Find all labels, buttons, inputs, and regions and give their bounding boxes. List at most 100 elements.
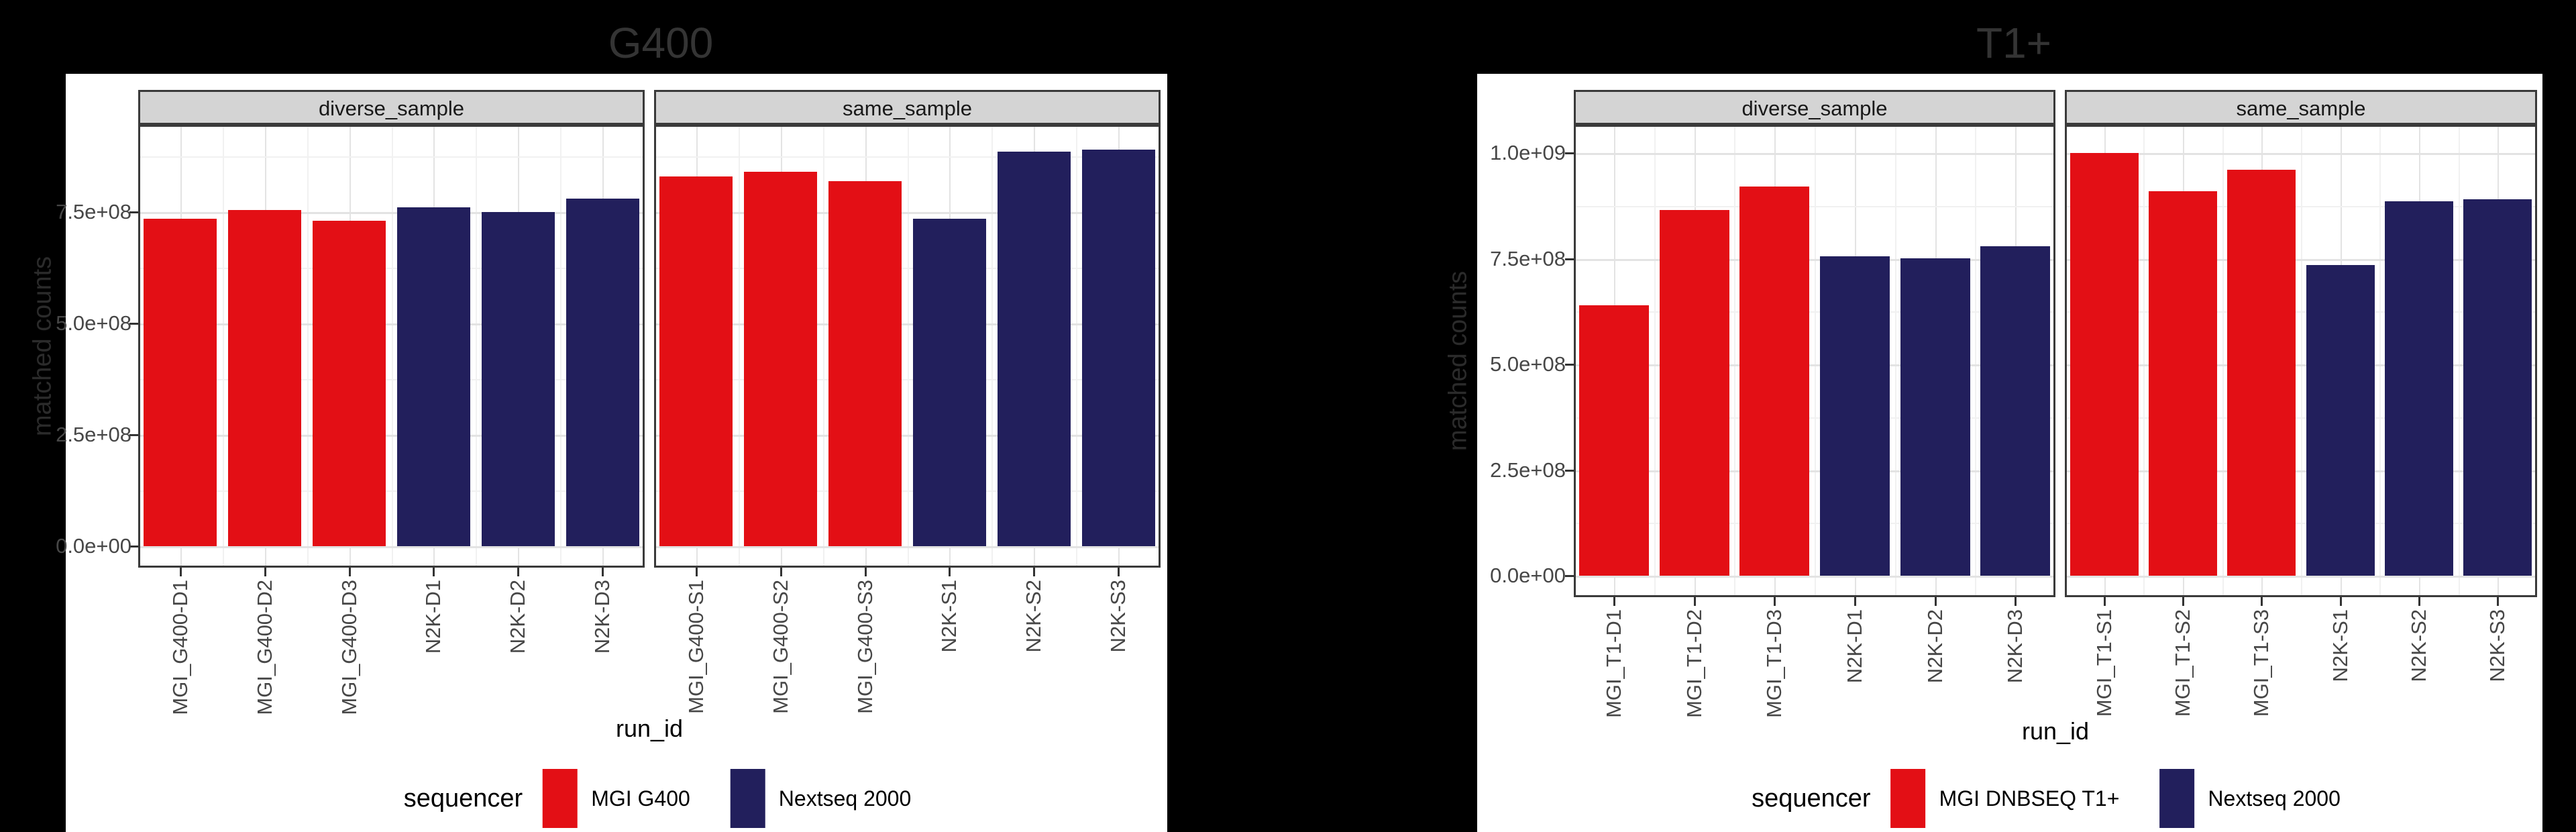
- legend-label: Nextseq 2000: [2208, 786, 2341, 811]
- gridline-vertical: [476, 125, 477, 568]
- y-tick-label: 7.5e+08: [1490, 247, 1566, 270]
- facet-strip: [2065, 90, 2537, 125]
- x-tick: [433, 568, 435, 576]
- x-tick: [1033, 568, 1035, 576]
- y-tick: [129, 211, 138, 213]
- gridline-major: [138, 435, 645, 437]
- gridline-major: [2065, 259, 2537, 261]
- gridline-minor: [654, 268, 1161, 269]
- y-tick: [1565, 152, 1574, 154]
- gridline-major: [654, 546, 1161, 548]
- gridline-major: [654, 323, 1161, 325]
- y-tick: [1565, 470, 1574, 472]
- facet-strip: [138, 90, 645, 125]
- gridline-minor: [654, 379, 1161, 380]
- x-tick: [2104, 597, 2106, 606]
- bar: [1980, 246, 2050, 576]
- gridline-vertical: [307, 125, 309, 568]
- y-axis-title: matched counts: [28, 256, 57, 437]
- y-tick-label: 7.5e+08: [56, 200, 131, 223]
- gridline-major: [2065, 364, 2537, 366]
- y-tick: [129, 545, 138, 548]
- bar: [2463, 199, 2532, 576]
- gridline-minor: [138, 490, 645, 492]
- x-tick-label: MGI_T1-D1: [1602, 609, 1625, 718]
- x-tick: [517, 568, 519, 576]
- panel-border: [138, 125, 645, 568]
- x-tick-label: N2K-D3: [2003, 609, 2027, 684]
- x-tick: [1935, 597, 1937, 606]
- gridline-minor: [138, 156, 645, 158]
- bar: [144, 219, 217, 546]
- x-tick-label: N2K-D1: [421, 580, 445, 654]
- gridline-major: [1574, 576, 2055, 578]
- panel-border: [2065, 125, 2537, 597]
- x-tick: [1694, 597, 1696, 606]
- gridline-vertical: [392, 125, 393, 568]
- y-tick: [1565, 364, 1574, 366]
- gridline-major: [138, 212, 645, 214]
- legend-label: Nextseq 2000: [778, 786, 912, 811]
- facet-panel: [654, 125, 1161, 568]
- bar: [744, 172, 817, 546]
- y-tick: [129, 434, 138, 436]
- x-tick-label: N2K-S1: [937, 580, 961, 653]
- facet-strip-label: diverse_sample: [318, 97, 465, 120]
- gridline-major: [1574, 364, 2055, 366]
- gridline-major: [1574, 259, 2055, 261]
- gridline-major: [654, 435, 1161, 437]
- y-axis-title: matched counts: [1444, 270, 1472, 452]
- x-tick: [349, 568, 351, 576]
- gridline-vertical: [908, 125, 909, 568]
- x-axis-title: run_id: [615, 715, 684, 742]
- gridline-vertical: [1734, 125, 1735, 597]
- gridline-vertical: [1076, 125, 1077, 568]
- x-tick-label: N2K-S2: [2407, 609, 2430, 682]
- x-tick: [865, 568, 867, 576]
- gridline-major: [654, 212, 1161, 214]
- bar: [2149, 191, 2217, 576]
- gridline-vertical: [823, 125, 824, 568]
- bar: [659, 176, 733, 546]
- y-tick-label: 5.0e+08: [1490, 352, 1566, 376]
- facet-strip: [1574, 90, 2055, 125]
- bar: [2227, 170, 2296, 576]
- bar: [828, 181, 902, 546]
- gridline-vertical: [223, 125, 224, 568]
- x-tick: [2015, 597, 2017, 606]
- gridline-vertical: [1654, 125, 1656, 597]
- x-tick-label: MGI_T1-D3: [1762, 609, 1786, 718]
- gridline-minor: [2065, 311, 2537, 313]
- gridline-vertical: [2459, 125, 2460, 597]
- gridline-major: [138, 546, 645, 548]
- x-tick-label: N2K-D3: [590, 580, 614, 654]
- panel-border: [654, 125, 1161, 568]
- gridline-vertical: [1975, 125, 1976, 597]
- x-tick-label: MGI_G400-D2: [253, 580, 276, 715]
- y-tick-label: 0.0e+00: [1490, 564, 1566, 587]
- legend-label: MGI G400: [591, 786, 690, 811]
- facet-strip-label: same_sample: [843, 97, 972, 120]
- bar: [2070, 153, 2139, 576]
- x-tick-label: N2K-S2: [1022, 580, 1045, 653]
- x-tick: [2182, 597, 2184, 606]
- x-tick-label: MGI_T1-D2: [1682, 609, 1706, 718]
- y-tick: [1565, 575, 1574, 577]
- gridline-minor: [2065, 523, 2537, 524]
- x-tick-label: N2K-S3: [2485, 609, 2509, 682]
- x-axis-title: run_id: [2021, 717, 2090, 745]
- gridline-minor: [1574, 311, 2055, 313]
- bar: [998, 152, 1071, 546]
- gridline-major: [2065, 470, 2537, 472]
- x-tick-label: MGI_T1-S1: [2092, 609, 2116, 717]
- facet-panel: [1574, 125, 2055, 597]
- x-tick-label: MGI_G400-S1: [684, 580, 708, 714]
- bar: [1660, 210, 1729, 576]
- x-tick: [2340, 597, 2342, 606]
- chart-title-t1plus: T1+: [1976, 19, 2052, 67]
- gridline-minor: [1574, 206, 2055, 207]
- bar: [1820, 256, 1890, 576]
- y-tick: [129, 323, 138, 325]
- bar: [1579, 305, 1649, 576]
